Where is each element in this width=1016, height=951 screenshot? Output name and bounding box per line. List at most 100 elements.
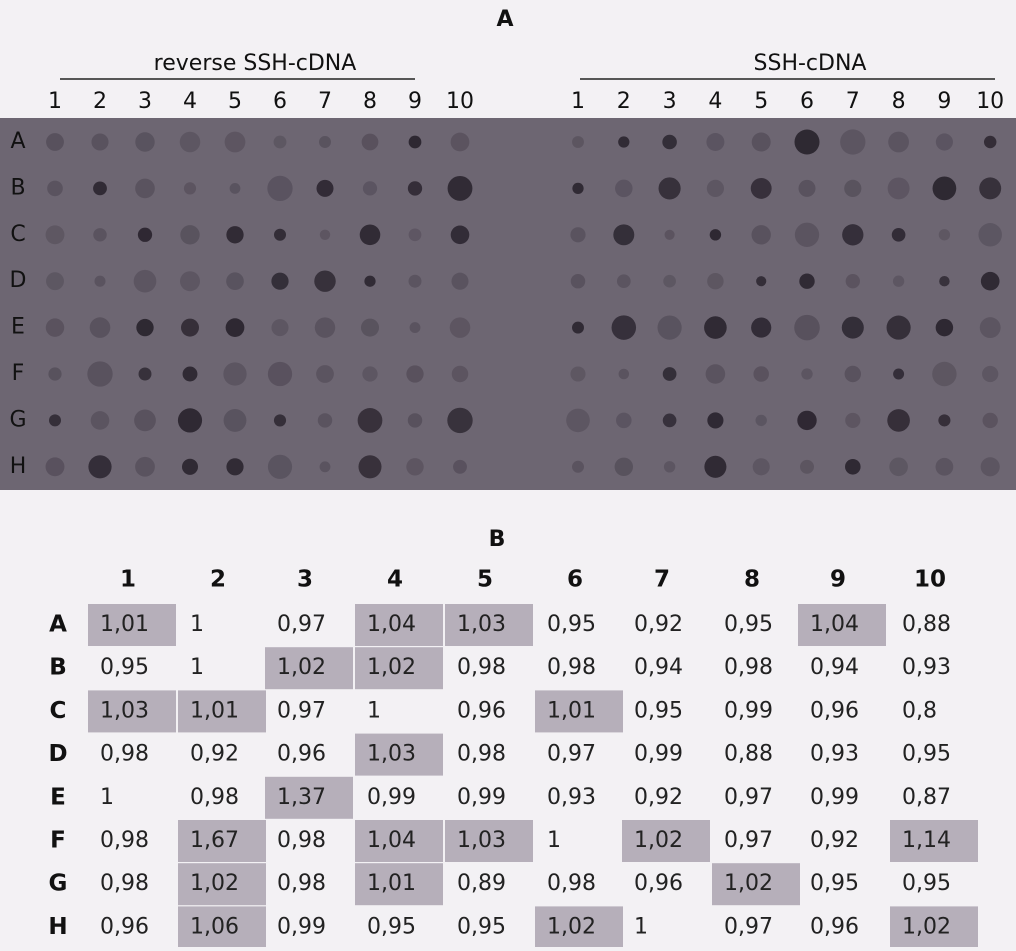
row-label: D [48,741,67,767]
shaded-cell [178,863,266,906]
table-cell: 1,02 [902,914,951,939]
column-number: 3 [663,89,677,114]
blot-dot [707,272,724,290]
table-cell: 0,99 [634,742,683,767]
column-number: 6 [800,89,814,114]
table-cell: 1,01 [100,612,149,637]
blot-dot [980,271,1000,291]
row-label: B [49,655,67,681]
blot-dot [889,457,908,477]
blot-dot [892,275,905,287]
blot-dot [845,459,861,475]
blot-dot [267,361,293,387]
table-cell: 0,98 [190,785,239,810]
blot-dot [314,317,336,338]
table-cell: 0,95 [634,698,683,723]
blot-dot [613,224,635,246]
table-cell: 0,97 [724,914,773,939]
blot-image [0,118,1016,490]
blot-dot [135,456,155,477]
blot-dot [407,181,423,196]
shaded-cell [178,906,266,949]
blot-dot [271,272,289,290]
blot-dot [663,274,676,288]
blot-dot [932,361,957,387]
blot-dot [361,133,379,151]
table-cell: 1,03 [100,698,149,723]
table-cell: 0,95 [902,871,951,896]
row-letter: A [10,129,25,154]
table-cell: 0,95 [902,742,951,767]
blot-dot [358,455,382,479]
blot-dot [572,182,584,195]
blot-dot [979,177,1002,200]
table-cell: 1 [100,785,114,810]
blot-dot [887,177,910,200]
blot-dot [450,132,470,152]
blot-dot [449,317,471,338]
blot-dot [271,319,289,337]
blot-dot [314,270,336,292]
row-label: E [50,784,66,810]
blot-dot [46,133,64,151]
column-number: 5 [228,89,242,114]
blot-dot [662,413,677,428]
column-number: 8 [363,89,377,114]
table-cell: 1,02 [277,655,326,680]
blot-dot [135,132,155,152]
table-header: 1 [120,567,136,593]
blot-dot [799,273,815,289]
shaded-cell [88,604,176,646]
blot-dot [891,227,906,242]
table-cell: 0,97 [547,742,596,767]
row-letter: H [10,454,27,479]
blot-dot [135,178,155,199]
blot-dot [407,413,423,428]
blot-dot [983,135,997,149]
blot-dot [706,133,725,151]
blot-dot [572,136,584,148]
panel-label: B [489,527,506,552]
table-cell: 0,96 [457,698,506,723]
table-cell: 1 [367,698,381,723]
group-title: reverse SSH-cDNA [154,51,357,76]
shaded-cell [798,604,886,646]
blot-dot [451,365,469,383]
table-cell: 1,06 [190,914,239,939]
table-cell: 0,97 [277,612,326,637]
table-cell: 1 [190,612,204,637]
table-cell: 0,98 [277,828,326,853]
blot-dot [406,365,424,383]
table-cell: 0,96 [277,742,326,767]
blot-dot [978,223,1002,247]
table-cell: 0,87 [902,785,951,810]
blot-dot [226,458,244,476]
blot-dot [273,228,287,241]
row-letter: B [10,175,25,200]
blot-dot [177,408,203,433]
table-cell: 0,99 [457,785,506,810]
table-cell: 0,99 [724,698,773,723]
blot-dot [137,227,153,242]
table-cell: 0,95 [457,914,506,939]
blot-dot [45,225,65,245]
shaded-cell [178,820,266,862]
shaded-cell [355,863,443,906]
shaded-cell [355,604,443,646]
column-number: 4 [708,89,722,114]
blot-dot [45,318,65,337]
shaded-cell [445,820,533,862]
blot-dot [794,314,820,341]
blot-dot [755,414,767,427]
shaded-cell [355,820,443,862]
blot-dot [663,461,676,473]
row-letter: F [12,361,25,386]
blot-dot [844,365,862,383]
table-cell: 0,95 [810,871,859,896]
blot-dot [845,412,861,428]
blot-dot [751,317,772,338]
blot-dot [893,368,905,380]
blot-dot [570,273,586,289]
blot-dot [751,132,771,152]
